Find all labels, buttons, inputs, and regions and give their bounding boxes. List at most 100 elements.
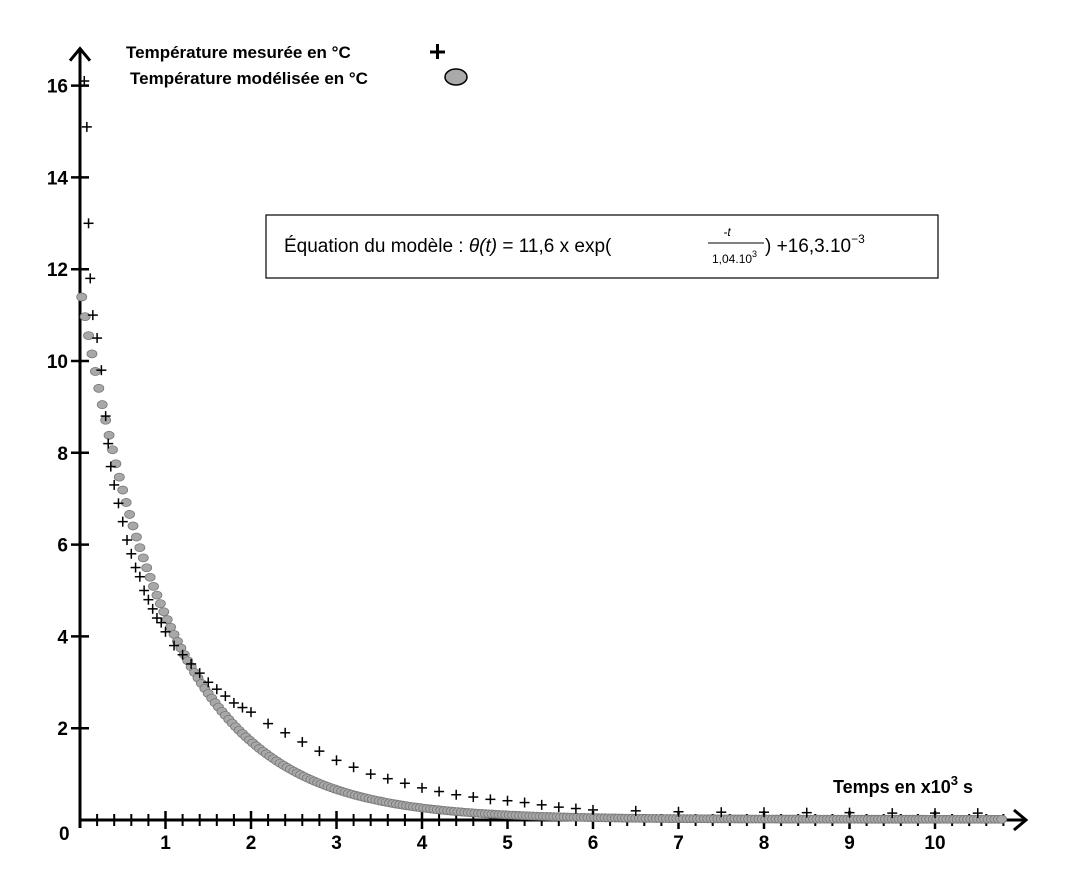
- model-point: [165, 622, 177, 632]
- measured-point: [331, 755, 342, 766]
- model-point: [144, 572, 156, 582]
- equation-suffix: ) +16,3.10: [765, 236, 851, 257]
- model-point: [154, 599, 166, 609]
- measured-point: [553, 802, 564, 813]
- measured-point: [109, 479, 120, 490]
- model-point: [83, 331, 94, 341]
- measured-point: [716, 807, 727, 818]
- y-tick-label: 10: [47, 352, 68, 373]
- model-point: [151, 590, 163, 600]
- measured-point: [211, 684, 222, 695]
- model-point: [86, 349, 98, 359]
- measured-point: [169, 640, 180, 651]
- measured-point: [177, 649, 188, 660]
- equation-middle: = 11,6 x exp(: [497, 236, 612, 257]
- y-tick-label: 8: [57, 444, 68, 465]
- measured-point: [160, 626, 171, 637]
- measured-point: [237, 702, 248, 713]
- measured-point: [194, 668, 205, 679]
- measured-series: [79, 76, 983, 819]
- measured-point: [100, 411, 111, 422]
- equation-box: Équation du modèle : θ(t) = 11,6 x exp( …: [265, 214, 939, 279]
- x-tick-label: 5: [502, 833, 513, 854]
- model-point: [127, 521, 139, 531]
- equation-suffix-text: ) +16,3.10−3: [765, 232, 865, 257]
- measured-point: [156, 617, 167, 628]
- measured-point: [759, 807, 769, 818]
- y-tick-label: 12: [47, 260, 68, 281]
- x-axis-title-unit: s: [958, 777, 973, 797]
- measured-point: [451, 789, 462, 800]
- measured-point: [519, 797, 530, 808]
- measured-point: [887, 808, 898, 819]
- x-axis-title: Temps en x103 s: [833, 773, 973, 797]
- equation-frame: [265, 214, 939, 279]
- x-tick-label: 6: [588, 833, 599, 854]
- measured-point: [186, 658, 197, 669]
- measured-point: [92, 333, 103, 344]
- measured-point: [673, 806, 684, 817]
- measured-point: [79, 76, 90, 87]
- equation-denominator-base: 1,04.10: [712, 252, 752, 266]
- x-tick-label: 4: [417, 833, 428, 854]
- measured-point: [147, 603, 158, 614]
- equation-denominator-sup: 3: [752, 249, 757, 259]
- measured-point: [399, 778, 410, 789]
- measured-point: [103, 438, 114, 449]
- equation-func: θ(t): [469, 236, 497, 257]
- model-point: [124, 510, 135, 519]
- model-point: [89, 367, 101, 376]
- model-point: [93, 383, 105, 393]
- measured-point: [930, 808, 940, 819]
- x-tick-label: 3: [331, 833, 342, 854]
- measured-point: [220, 691, 231, 702]
- measured-point: [130, 562, 141, 573]
- origin-label: 0: [59, 824, 70, 845]
- equation-suffix-sup: −3: [851, 232, 865, 246]
- legend-label-model: Température modélisée en °C: [130, 69, 368, 88]
- model-point: [134, 543, 146, 553]
- measured-point: [502, 795, 513, 806]
- plus-marker-icon: [430, 44, 445, 59]
- measured-point: [228, 697, 239, 708]
- measured-point: [151, 613, 162, 624]
- measured-point: [280, 727, 291, 738]
- measured-point: [844, 807, 855, 818]
- measured-point: [113, 498, 124, 509]
- measured-point: [83, 218, 94, 229]
- model-point: [96, 400, 108, 409]
- measured-point: [81, 121, 92, 132]
- model-point: [120, 498, 132, 507]
- equation-prefix: Équation du modèle :: [284, 236, 469, 257]
- model-point: [148, 581, 159, 591]
- legend-label-measured: Température mesurée en °C: [126, 43, 351, 62]
- measured-point: [365, 769, 376, 780]
- x-tick-label: 8: [759, 833, 770, 854]
- x-axis-arrow: [1012, 808, 1029, 832]
- measured-point: [382, 773, 393, 784]
- measured-point: [263, 718, 274, 729]
- equation-main: Équation du modèle : θ(t) = 11,6 x exp(: [284, 236, 612, 257]
- measured-point: [314, 746, 325, 757]
- measured-point: [143, 594, 154, 605]
- y-tick-label: 16: [47, 77, 68, 98]
- x-tick-label: 2: [246, 833, 257, 854]
- equation-denominator: 1,04.103: [712, 249, 757, 266]
- y-tick-label: 2: [57, 719, 68, 740]
- measured-point: [134, 571, 145, 582]
- y-axis-arrow: [68, 46, 92, 62]
- measured-point: [588, 804, 598, 815]
- measured-point: [536, 799, 547, 810]
- model-point: [158, 607, 170, 617]
- model-point: [996, 814, 1008, 824]
- model-point: [141, 563, 153, 573]
- measured-point: [468, 792, 479, 803]
- ellipse-marker-icon: [444, 68, 468, 86]
- measured-point: [972, 808, 983, 819]
- measured-point: [122, 535, 133, 546]
- measured-point: [117, 516, 128, 527]
- model-series: [76, 292, 1008, 824]
- measured-point: [105, 461, 116, 472]
- measured-point: [87, 310, 98, 321]
